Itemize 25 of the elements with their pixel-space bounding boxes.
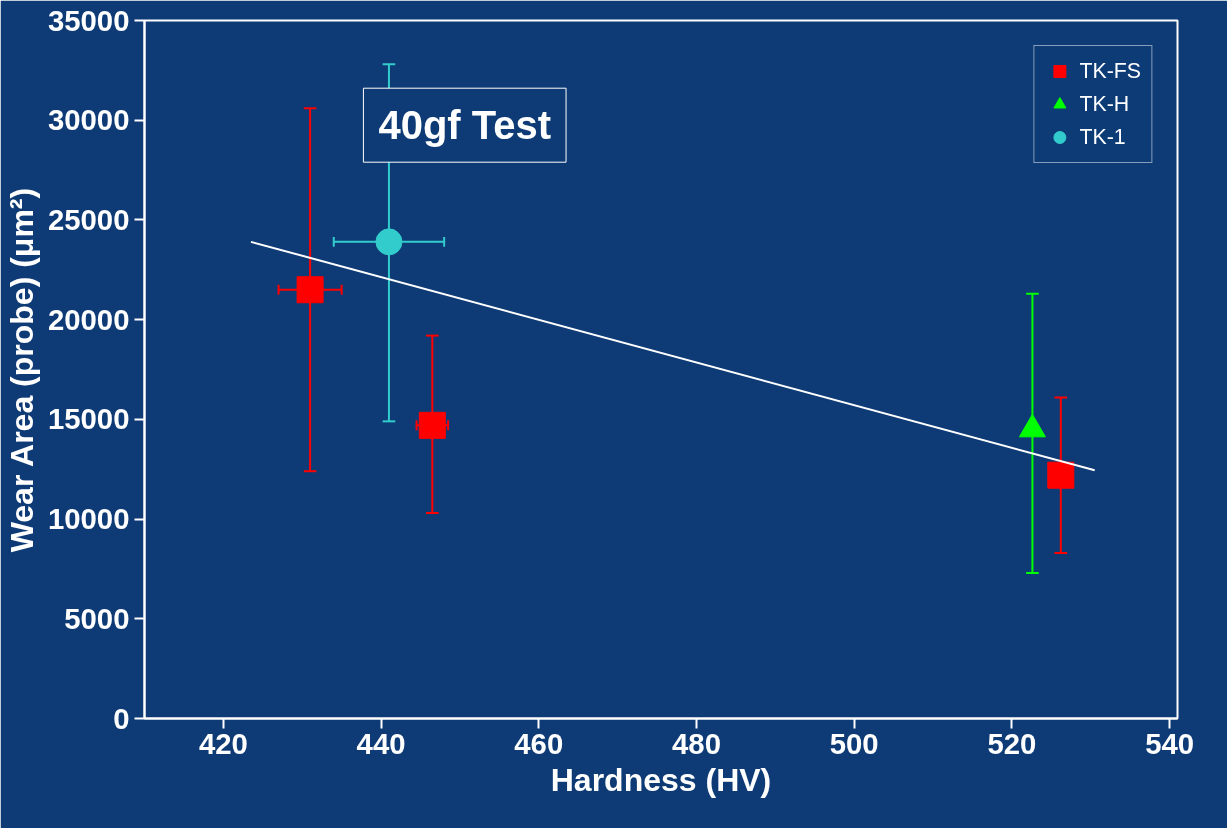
x-tick-label: 500 xyxy=(829,726,879,760)
text: 40gf Test xyxy=(378,103,552,148)
x-tick-label: 460 xyxy=(514,726,564,760)
x-tick-label: 540 xyxy=(1145,726,1195,760)
x-tick-label: 480 xyxy=(672,726,721,760)
y-axis-title: Wear Area (probe) (μm²) xyxy=(3,187,40,553)
point xyxy=(1047,461,1075,489)
y-tick-label: 30000 xyxy=(47,103,130,137)
point xyxy=(375,228,403,256)
y-tick-label: 0 xyxy=(113,701,130,735)
y-tick-label: 10000 xyxy=(47,502,130,536)
y-tick-label: 20000 xyxy=(47,302,130,336)
x-tick-label: 420 xyxy=(198,726,248,760)
point xyxy=(418,411,446,439)
x-tick-label: 520 xyxy=(987,726,1037,760)
y-tick-label: 35000 xyxy=(47,3,130,37)
x-axis-title: Hardness (HV) xyxy=(550,761,772,798)
point xyxy=(296,276,324,304)
y-tick-label: 5000 xyxy=(64,601,130,635)
legend-label: TK-1 xyxy=(1079,124,1126,150)
y-tick-label: 25000 xyxy=(47,202,130,236)
x-tick-label: 440 xyxy=(356,726,406,760)
y-tick-label: 15000 xyxy=(47,402,130,436)
legend-label: TK-H xyxy=(1079,91,1130,117)
legend-label: TK-FS xyxy=(1079,58,1141,84)
